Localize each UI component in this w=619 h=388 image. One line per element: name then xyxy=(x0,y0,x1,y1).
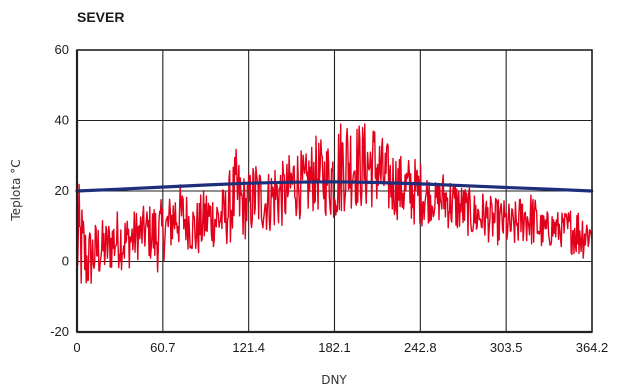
y-tick-label: -20 xyxy=(50,324,69,339)
x-tick-label: 364.2 xyxy=(576,340,609,355)
y-tick-label: 0 xyxy=(62,254,69,269)
x-tick-label: 60.7 xyxy=(150,340,175,355)
series-blue-smooth xyxy=(75,180,594,193)
series-line-smooth xyxy=(75,180,594,193)
x-tick-label: 0 xyxy=(73,340,80,355)
plot-frame xyxy=(75,49,593,334)
x-tick-label: 121.4 xyxy=(232,340,265,355)
series-red-daily xyxy=(76,123,594,284)
x-tick-label: 182.1 xyxy=(318,340,351,355)
y-axis-label: Teplota °C xyxy=(9,159,23,221)
x-axis-label: DNY xyxy=(321,373,347,387)
chart-title: SEVER xyxy=(77,9,124,25)
series-line-daily-temperature xyxy=(76,123,594,284)
y-tick-label: 40 xyxy=(55,113,69,128)
x-tick-label: 242.8 xyxy=(404,340,437,355)
x-tick-label: 303.5 xyxy=(490,340,523,355)
grid xyxy=(76,49,593,333)
y-tick-label: 60 xyxy=(55,42,69,57)
tick-labels: 0 60.7 121.4 182.1 242.8 303.5 364.2 60 40 20 0 -20 xyxy=(50,42,608,355)
y-tick-label: 20 xyxy=(55,183,69,198)
